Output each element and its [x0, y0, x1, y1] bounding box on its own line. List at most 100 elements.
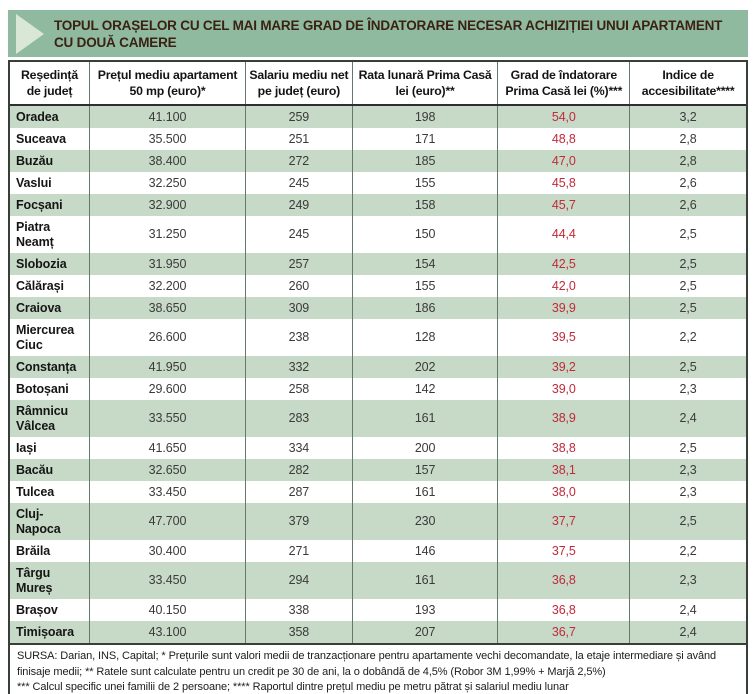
price-cell: 38.650 [88, 297, 246, 319]
salary-cell: 258 [245, 378, 353, 400]
price-cell: 26.600 [88, 319, 246, 356]
rate-cell: 161 [351, 400, 498, 437]
source-footnotes: SURSA: Darian, INS, Capital; * Prețurile… [10, 643, 746, 694]
rate-cell: 158 [351, 194, 498, 216]
rate-cell: 207 [351, 621, 498, 643]
index-cell: 2,5 [629, 253, 746, 275]
salary-cell: 379 [245, 503, 353, 540]
footnote-line-3: *** Calcul specific unei familii de 2 pe… [17, 681, 569, 693]
price-cell: 32.200 [88, 275, 246, 297]
salary-cell: 259 [245, 105, 353, 128]
debt-cell: 45,7 [497, 194, 630, 216]
debt-cell: 54,0 [497, 105, 630, 128]
price-cell: 41.100 [88, 105, 246, 128]
index-cell: 2,6 [629, 172, 746, 194]
table-row: Călărași 32.200 260 155 42,0 2,5 [10, 275, 746, 297]
city-cell: Râmnicu Vâlcea [10, 400, 90, 437]
rate-cell: 161 [351, 562, 498, 599]
city-cell: Vaslui [10, 172, 90, 194]
footnote-line-2: finisaje medii; ** Ratele sunt calculate… [17, 665, 606, 678]
debt-cell: 36,7 [497, 621, 630, 643]
price-cell: 40.150 [88, 599, 246, 621]
table-row: Râmnicu Vâlcea 33.550 283 161 38,9 2,4 [10, 400, 746, 437]
table-row: Bacău 32.650 282 157 38,1 2,3 [10, 459, 746, 481]
debt-cell: 44,4 [497, 216, 630, 253]
table-row: Buzău 38.400 272 185 47,0 2,8 [10, 150, 746, 172]
salary-cell: 338 [245, 599, 353, 621]
salary-cell: 260 [245, 275, 353, 297]
salary-cell: 245 [245, 216, 353, 253]
rate-cell: 198 [351, 105, 498, 128]
salary-cell: 238 [245, 319, 353, 356]
rate-cell: 185 [351, 150, 498, 172]
price-cell: 32.650 [88, 459, 246, 481]
price-cell: 38.400 [88, 150, 246, 172]
table-row: Focșani 32.900 249 158 45,7 2,6 [10, 194, 746, 216]
price-cell: 31.950 [88, 253, 246, 275]
price-cell: 29.600 [88, 378, 246, 400]
table-row: Craiova 38.650 309 186 39,9 2,5 [10, 297, 746, 319]
debt-cell: 37,5 [497, 540, 630, 562]
city-cell: Bacău [10, 459, 90, 481]
table-row: Slobozia 31.950 257 154 42,5 2,5 [10, 253, 746, 275]
city-cell: Brașov [10, 599, 90, 621]
rate-cell: 161 [351, 481, 498, 503]
table-body: Oradea 41.100 259 198 54,0 3,2 Suceava 35.500 25… [10, 105, 746, 643]
debt-cell: 37,7 [497, 503, 630, 540]
city-cell: Timișoara [10, 621, 90, 643]
rate-cell: 155 [351, 172, 498, 194]
index-cell: 2,6 [629, 194, 746, 216]
index-cell: 2,3 [629, 378, 746, 400]
city-cell: Slobozia [10, 253, 90, 275]
table-row: Vaslui 32.250 245 155 45,8 2,6 [10, 172, 746, 194]
table-row: Suceava 35.500 251 171 48,8 2,8 [10, 128, 746, 150]
index-cell: 2,5 [629, 216, 746, 253]
price-cell: 33.450 [88, 481, 246, 503]
rate-cell: 157 [351, 459, 498, 481]
salary-cell: 287 [245, 481, 353, 503]
table-row: Constanța 41.950 332 202 39,2 2,5 [10, 356, 746, 378]
city-cell: Miercurea Ciuc [10, 319, 90, 356]
index-cell: 2,2 [629, 319, 746, 356]
salary-cell: 334 [245, 437, 353, 459]
debt-cell: 36,8 [497, 562, 630, 599]
price-cell: 33.450 [88, 562, 246, 599]
city-cell: Tulcea [10, 481, 90, 503]
index-cell: 2,4 [629, 599, 746, 621]
debt-cell: 39,9 [497, 297, 630, 319]
price-cell: 41.950 [88, 356, 246, 378]
price-cell: 47.700 [88, 503, 246, 540]
price-cell: 43.100 [88, 621, 246, 643]
table-row: Iași 41.650 334 200 38,8 2,5 [10, 437, 746, 459]
index-cell: 2,3 [629, 459, 746, 481]
table-row: Piatra Neamț 31.250 245 150 44,4 2,5 [10, 216, 746, 253]
city-cell: Târgu Mureș [10, 562, 90, 599]
data-table-box: Reședință de județ Prețul mediu apartame… [8, 60, 748, 694]
table-row: Oradea 41.100 259 198 54,0 3,2 [10, 105, 746, 128]
table-row: Brăila 30.400 271 146 37,5 2,2 [10, 540, 746, 562]
salary-cell: 332 [245, 356, 353, 378]
rate-cell: 230 [351, 503, 498, 540]
city-cell: Cluj-Napoca [10, 503, 90, 540]
salary-cell: 257 [245, 253, 353, 275]
salary-cell: 249 [245, 194, 353, 216]
table-row: Timișoara 43.100 358 207 36,7 2,4 [10, 621, 746, 643]
price-cell: 30.400 [88, 540, 246, 562]
city-cell: Suceava [10, 128, 90, 150]
index-cell: 2,4 [629, 621, 746, 643]
rate-cell: 202 [351, 356, 498, 378]
table-row: Tulcea 33.450 287 161 38,0 2,3 [10, 481, 746, 503]
debt-cell: 39,0 [497, 378, 630, 400]
debt-cell: 42,0 [497, 275, 630, 297]
debt-cell: 36,8 [497, 599, 630, 621]
title-bar: TOPUL ORAȘELOR CU CEL MAI MARE GRAD DE Î… [8, 10, 748, 57]
index-cell: 3,2 [629, 105, 746, 128]
table-header: Reședință de județ Prețul mediu apartame… [10, 62, 746, 106]
table-row: Brașov 40.150 338 193 36,8 2,4 [10, 599, 746, 621]
index-cell: 2,5 [629, 297, 746, 319]
index-cell: 2,5 [629, 437, 746, 459]
index-cell: 2,8 [629, 128, 746, 150]
rate-cell: 128 [351, 319, 498, 356]
salary-cell: 245 [245, 172, 353, 194]
city-cell: Focșani [10, 194, 90, 216]
